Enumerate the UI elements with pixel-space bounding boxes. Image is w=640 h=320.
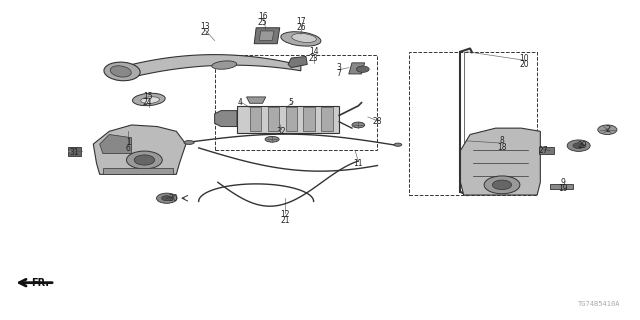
Polygon shape [303,108,315,131]
Circle shape [162,196,172,201]
Polygon shape [461,128,540,195]
Polygon shape [285,108,297,131]
Ellipse shape [141,97,159,103]
Text: 17: 17 [296,17,306,26]
Ellipse shape [292,34,316,43]
Polygon shape [250,108,261,131]
Polygon shape [246,97,266,103]
Text: 22: 22 [200,28,210,37]
Ellipse shape [394,143,402,146]
Text: 12: 12 [280,210,290,219]
Polygon shape [100,134,132,154]
Circle shape [134,155,155,165]
Text: 14: 14 [309,47,319,56]
Ellipse shape [265,136,279,142]
Text: 3: 3 [337,63,342,72]
Text: 6: 6 [126,144,131,153]
Text: 20: 20 [520,60,529,69]
Circle shape [157,193,177,203]
Polygon shape [288,56,307,68]
Circle shape [492,180,511,190]
Polygon shape [129,55,301,78]
Polygon shape [321,108,333,131]
Text: 8: 8 [500,136,504,145]
Text: 1: 1 [126,138,131,147]
Ellipse shape [212,61,237,69]
Text: 23: 23 [309,53,319,62]
Polygon shape [539,147,554,154]
Text: 2: 2 [605,125,610,134]
Text: 13: 13 [200,22,210,31]
Ellipse shape [184,140,194,144]
Circle shape [127,151,163,169]
Ellipse shape [281,32,321,46]
Text: 28: 28 [372,117,382,126]
Polygon shape [214,111,237,126]
Ellipse shape [352,122,365,128]
Text: 4: 4 [237,98,243,107]
Text: 9: 9 [560,178,565,187]
Text: 10: 10 [520,53,529,62]
Ellipse shape [104,62,140,81]
Ellipse shape [132,93,165,106]
Ellipse shape [110,66,131,77]
Circle shape [356,66,369,72]
Circle shape [598,125,617,134]
Text: 18: 18 [497,143,507,152]
Text: 30: 30 [168,194,178,203]
Circle shape [567,140,590,151]
Text: 15: 15 [143,92,152,101]
Text: 7: 7 [337,69,342,78]
Text: 27: 27 [539,146,548,155]
Circle shape [573,143,584,148]
Text: 19: 19 [558,184,568,193]
Text: 11: 11 [353,159,363,168]
Polygon shape [68,147,81,156]
Text: 29: 29 [577,141,587,150]
Text: 24: 24 [143,98,152,107]
Text: 25: 25 [258,19,268,28]
Polygon shape [268,108,279,131]
Text: 16: 16 [258,12,268,21]
Text: 32: 32 [277,127,287,136]
Polygon shape [254,28,280,44]
Text: 21: 21 [280,216,290,225]
Text: FR.: FR. [31,278,49,288]
Polygon shape [349,63,365,74]
Polygon shape [259,31,274,41]
Polygon shape [237,106,339,133]
Text: 31: 31 [69,148,79,156]
Polygon shape [103,168,173,174]
Polygon shape [93,125,186,174]
Circle shape [484,176,520,194]
Polygon shape [550,184,573,189]
Text: 26: 26 [296,23,306,32]
Text: TG74B5410A: TG74B5410A [578,300,620,307]
Text: 5: 5 [289,98,294,107]
